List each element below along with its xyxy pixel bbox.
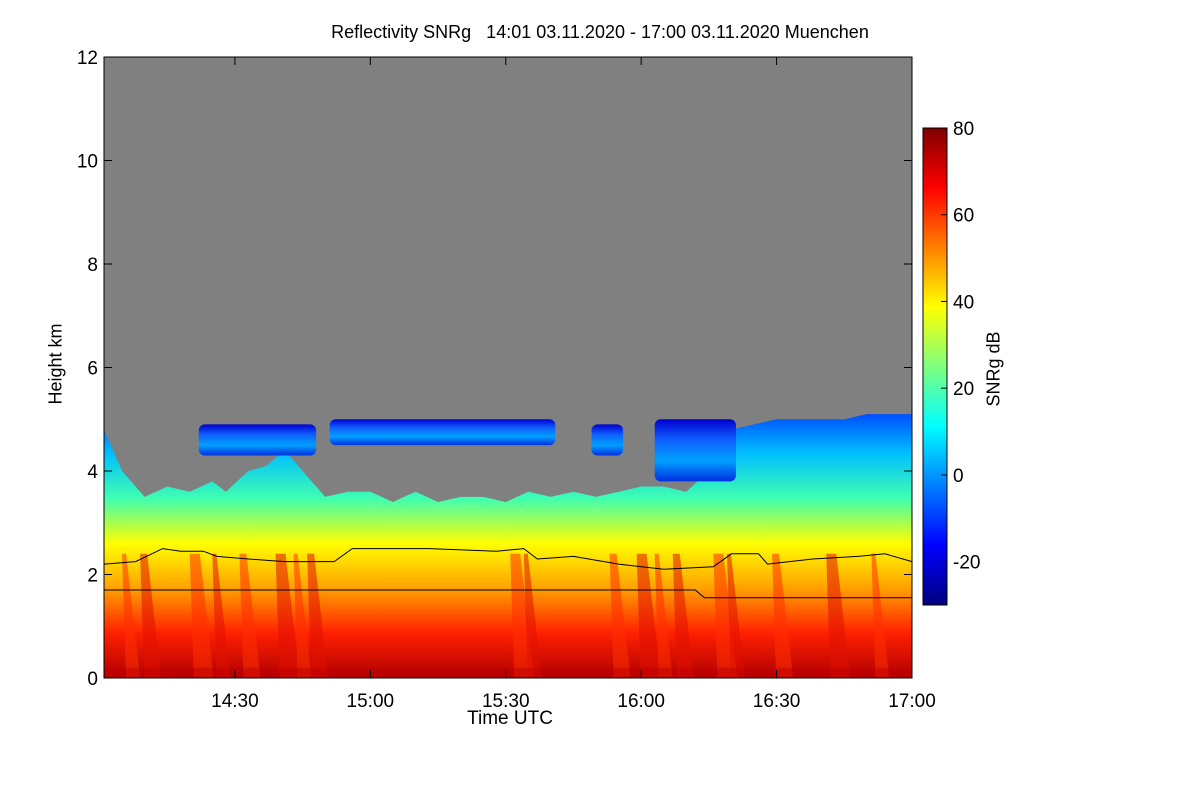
fall-streak [122, 553, 141, 678]
fall-streak [275, 553, 300, 678]
colorbar [922, 127, 948, 606]
fall-streak [140, 553, 162, 678]
fall-streak [239, 553, 261, 678]
elevated-layer [198, 424, 317, 456]
y-tick-label: 12 [77, 48, 98, 69]
x-tick-label: 14:30 [211, 691, 259, 712]
colorbar-tick-label: 0 [953, 466, 964, 487]
fall-streak [726, 553, 745, 678]
y-tick-label: 10 [77, 152, 98, 173]
x-tick-label: 16:30 [753, 691, 801, 712]
fall-streak [523, 553, 542, 678]
colorbar-tick-label: 80 [953, 119, 974, 140]
colorbar-label: SNRg dB [983, 331, 1004, 407]
x-tick-label: 16:00 [617, 691, 665, 712]
y-axis-label: Height km [45, 323, 66, 405]
y-tick-label: 4 [87, 462, 98, 483]
colorbar-tick-label: -20 [953, 553, 980, 574]
fall-streak [636, 553, 661, 678]
y-tick-label: 2 [87, 566, 98, 587]
fall-streak [293, 553, 312, 678]
fall-streak [307, 553, 329, 678]
lower-line [104, 589, 912, 599]
colorbar-tick-label: 20 [953, 379, 974, 400]
colorbar-tick-label: 60 [953, 206, 974, 227]
colorbar-tick-label: 40 [953, 292, 974, 313]
elevated-layer [591, 424, 624, 456]
x-axis-label: Time UTC [467, 708, 553, 729]
x-tick-label: 17:00 [888, 691, 936, 712]
fall-streak [772, 553, 794, 678]
elevated-layer [654, 419, 736, 482]
elevated-layer [329, 419, 556, 446]
fall-streak [654, 553, 673, 678]
y-tick-label: 0 [87, 669, 98, 690]
x-tick-label: 15:00 [347, 691, 395, 712]
fall-streak [212, 553, 231, 678]
fall-streak [871, 553, 890, 678]
y-tick-label: 8 [87, 255, 98, 276]
upper-line [103, 548, 913, 570]
chart-title: Reflectivity SNRg 14:01 03.11.2020 - 17:… [331, 22, 869, 42]
fall-streak [826, 553, 851, 678]
fall-streak [609, 553, 631, 678]
ground-band [104, 667, 912, 678]
y-tick-label: 6 [87, 359, 98, 380]
fall-streak [189, 553, 214, 678]
fall-streak [672, 553, 694, 678]
x-tick-label: 15:30 [482, 691, 530, 712]
